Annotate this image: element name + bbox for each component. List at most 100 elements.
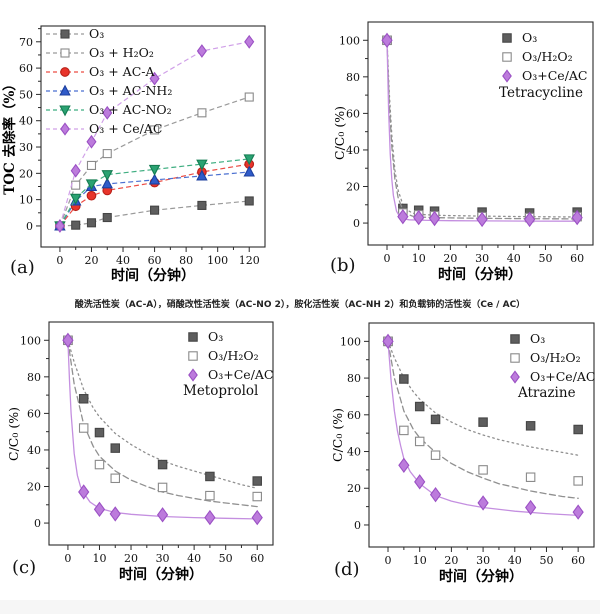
diamond-marker: [477, 495, 489, 511]
svg-text:50: 50: [538, 252, 552, 265]
triangle-up-marker: [148, 173, 161, 185]
chart-d-atrazine: 0 10 20 30 40 50 60 0 20 40 60 80 100 时间（分钟） C/C₀ (%) O…: [300, 300, 600, 614]
diamond-marker: [382, 333, 394, 350]
triangle-down-marker: [69, 193, 82, 205]
panel-label-b: (b): [330, 255, 356, 276]
svg-text:20: 20: [443, 252, 457, 265]
y-axis-label: C/C₀ (%): [332, 106, 347, 160]
square-open-marker: [188, 351, 198, 361]
legend-label: O₃/H₂O₂: [208, 348, 259, 363]
legend-label: O₃ + Ce/AC: [89, 121, 162, 136]
svg-text:20: 20: [19, 167, 33, 180]
x-axis-label: 时间（分钟）: [439, 568, 523, 585]
svg-text:100: 100: [20, 334, 41, 347]
square-open-marker: [60, 48, 70, 58]
diamond-marker: [524, 499, 537, 516]
svg-text:0: 0: [26, 220, 33, 233]
x-axis-label: 时间（分钟）: [111, 267, 195, 284]
svg-text:30: 30: [475, 252, 489, 265]
diamond-marker: [149, 71, 160, 86]
diamond-marker: [523, 211, 536, 228]
pollutant-annotation: Atrazine: [517, 385, 576, 401]
diamond-marker: [397, 208, 409, 225]
diamond-marker: [571, 209, 583, 226]
triangle-up-marker: [59, 84, 71, 96]
svg-text:30: 30: [19, 141, 33, 154]
svg-text:60: 60: [571, 554, 585, 567]
diamond-marker: [414, 474, 426, 490]
diamond-marker: [381, 32, 393, 48]
svg-text:80: 80: [179, 254, 193, 267]
diamond-marker: [413, 209, 425, 226]
square-open-marker: [510, 353, 520, 363]
triangle-down-marker: [196, 159, 208, 171]
svg-text:60: 60: [250, 552, 264, 565]
diamond-marker: [510, 370, 520, 384]
svg-text:80: 80: [27, 371, 41, 384]
svg-text:10: 10: [412, 252, 426, 265]
svg-text:60: 60: [570, 252, 584, 265]
legend-label: O₃ + AC-NO₂: [89, 102, 172, 117]
chart-a-toc-removal: 0 20 40 60 80 100 120 0 10 20 30 40 50 60 70 时间（分钟） TOC …: [0, 0, 300, 300]
diamond-marker: [398, 457, 410, 473]
diamond-marker: [54, 219, 65, 233]
svg-text:40: 40: [347, 446, 361, 459]
legend-label: O₃+Ce/AC: [208, 367, 274, 382]
legend-label: O₃: [530, 331, 545, 346]
square-open-marker: [157, 482, 168, 493]
square-open-marker: [525, 472, 536, 482]
diamond-marker: [204, 509, 216, 526]
square-open-marker: [478, 465, 488, 475]
diamond-marker: [476, 211, 488, 228]
square-open-marker: [78, 423, 89, 433]
square-marker: [110, 443, 121, 453]
y-axis-label: TOC 去除率（%）: [1, 77, 18, 195]
square-marker: [71, 220, 81, 230]
y-axis-label: C/C₀ (%): [330, 408, 345, 462]
chart-a-toc-removal-svg: 0 20 40 60 80 100 120 0 10 20 30 40 50 60 70 时间（分钟） TOC …: [1, 25, 266, 284]
square-marker: [414, 401, 425, 412]
svg-text:20: 20: [347, 482, 361, 495]
svg-text:80: 80: [346, 71, 360, 84]
square-marker: [430, 414, 441, 425]
square-open-marker: [430, 450, 441, 460]
svg-text:50: 50: [539, 554, 553, 567]
square-marker: [502, 33, 512, 43]
chart-b-tetracycline: 0 10 20 30 40 50 60 0 20 40 60 80 100 时间（分钟） C/C₀ (%) O…: [300, 0, 600, 300]
svg-text:0: 0: [353, 217, 360, 230]
diamond-marker: [102, 105, 113, 120]
square-marker: [60, 29, 70, 39]
x-axis-label: 时间（分钟）: [119, 566, 203, 583]
svg-text:60: 60: [347, 409, 361, 422]
x-axis-label: 时间（分钟）: [438, 266, 522, 283]
square-open-marker: [94, 459, 105, 470]
circle-marker: [60, 67, 70, 77]
square-marker: [252, 476, 262, 486]
square-open-marker: [86, 160, 97, 170]
diamond-marker: [196, 44, 207, 58]
svg-text:10: 10: [92, 552, 106, 565]
pollutant-annotation: Metoprolol: [183, 383, 258, 399]
pollutant-annotation: Tetracycline: [499, 85, 583, 101]
svg-text:100: 100: [340, 335, 361, 348]
diamond-marker: [62, 332, 74, 348]
svg-text:10: 10: [413, 554, 427, 567]
diamond-marker: [244, 34, 255, 49]
diamond-marker: [428, 210, 441, 227]
diamond-marker: [70, 163, 81, 178]
svg-text:20: 20: [27, 481, 41, 494]
svg-text:120: 120: [239, 254, 260, 267]
y-axis-label: C/C₀ (%): [6, 407, 21, 461]
svg-text:60: 60: [27, 407, 41, 420]
bottom-strip: [0, 600, 600, 614]
square-marker: [510, 334, 520, 344]
svg-text:40: 40: [27, 444, 41, 457]
chart-d-atrazine-svg: 0 10 20 30 40 50 60 0 20 40 60 80 100 时间（分钟） C/C₀ (%) O…: [330, 322, 596, 585]
svg-text:20: 20: [124, 552, 138, 565]
square-open-marker: [150, 125, 160, 135]
svg-text:0: 0: [385, 554, 392, 567]
square-marker: [86, 218, 97, 228]
legend-label: O₃: [208, 329, 223, 344]
diamond-marker: [188, 368, 198, 382]
svg-text:0: 0: [384, 252, 391, 265]
